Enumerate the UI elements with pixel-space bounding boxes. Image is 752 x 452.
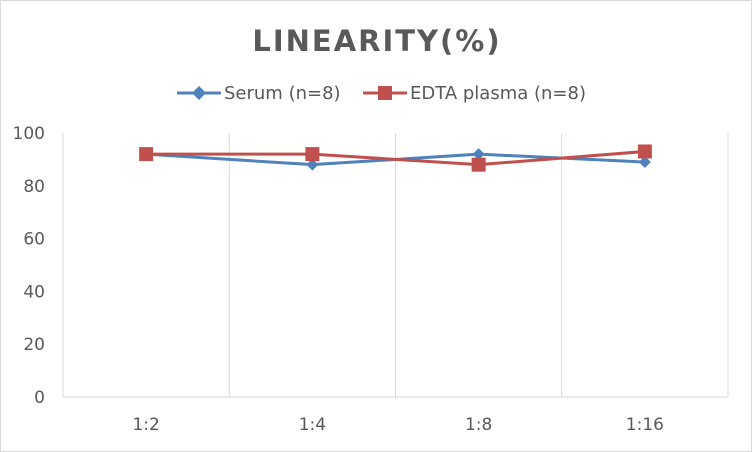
legend-square-icon — [378, 86, 392, 100]
y-tick-label: 40 — [23, 282, 45, 302]
legend-diamond-icon — [192, 86, 206, 100]
legend-item-edta-plasma: EDTA plasma (n=8) — [363, 83, 586, 104]
data-point-edta-plasma-n-8 — [471, 157, 486, 172]
legend-label-edta-plasma: EDTA plasma (n=8) — [410, 83, 586, 104]
y-tick-label: 80 — [23, 177, 45, 197]
y-tick-label: 20 — [23, 335, 45, 355]
x-tick-label: 1:8 — [465, 415, 492, 435]
chart-title: LINEARITY(%) — [252, 24, 501, 58]
y-tick-label: 0 — [34, 388, 45, 408]
data-point-edta-plasma-n-8 — [139, 147, 154, 162]
data-point-edta-plasma-n-8 — [637, 144, 652, 159]
legend-label-serum: Serum (n=8) — [224, 83, 341, 104]
y-tick-label: 100 — [13, 124, 45, 144]
data-point-serum-n-8 — [306, 158, 319, 171]
plot-area: 0 20 40 60 80 100 1:2 1:4 1:8 1:16 — [13, 124, 729, 435]
data-point-serum-n-8 — [472, 148, 485, 161]
x-tick-label: 1:16 — [626, 415, 664, 435]
legend: Serum (n=8) EDTA plasma (n=8) — [177, 83, 586, 104]
series-line-edta-plasma-n-8 — [146, 149, 645, 167]
data-point-edta-plasma-n-8 — [305, 147, 320, 162]
x-tick-label: 1:4 — [299, 415, 326, 435]
data-point-serum-n-8 — [638, 156, 651, 169]
legend-item-serum: Serum (n=8) — [177, 83, 341, 104]
y-tick-label: 60 — [23, 230, 45, 250]
x-tick-label: 1:2 — [132, 415, 159, 435]
